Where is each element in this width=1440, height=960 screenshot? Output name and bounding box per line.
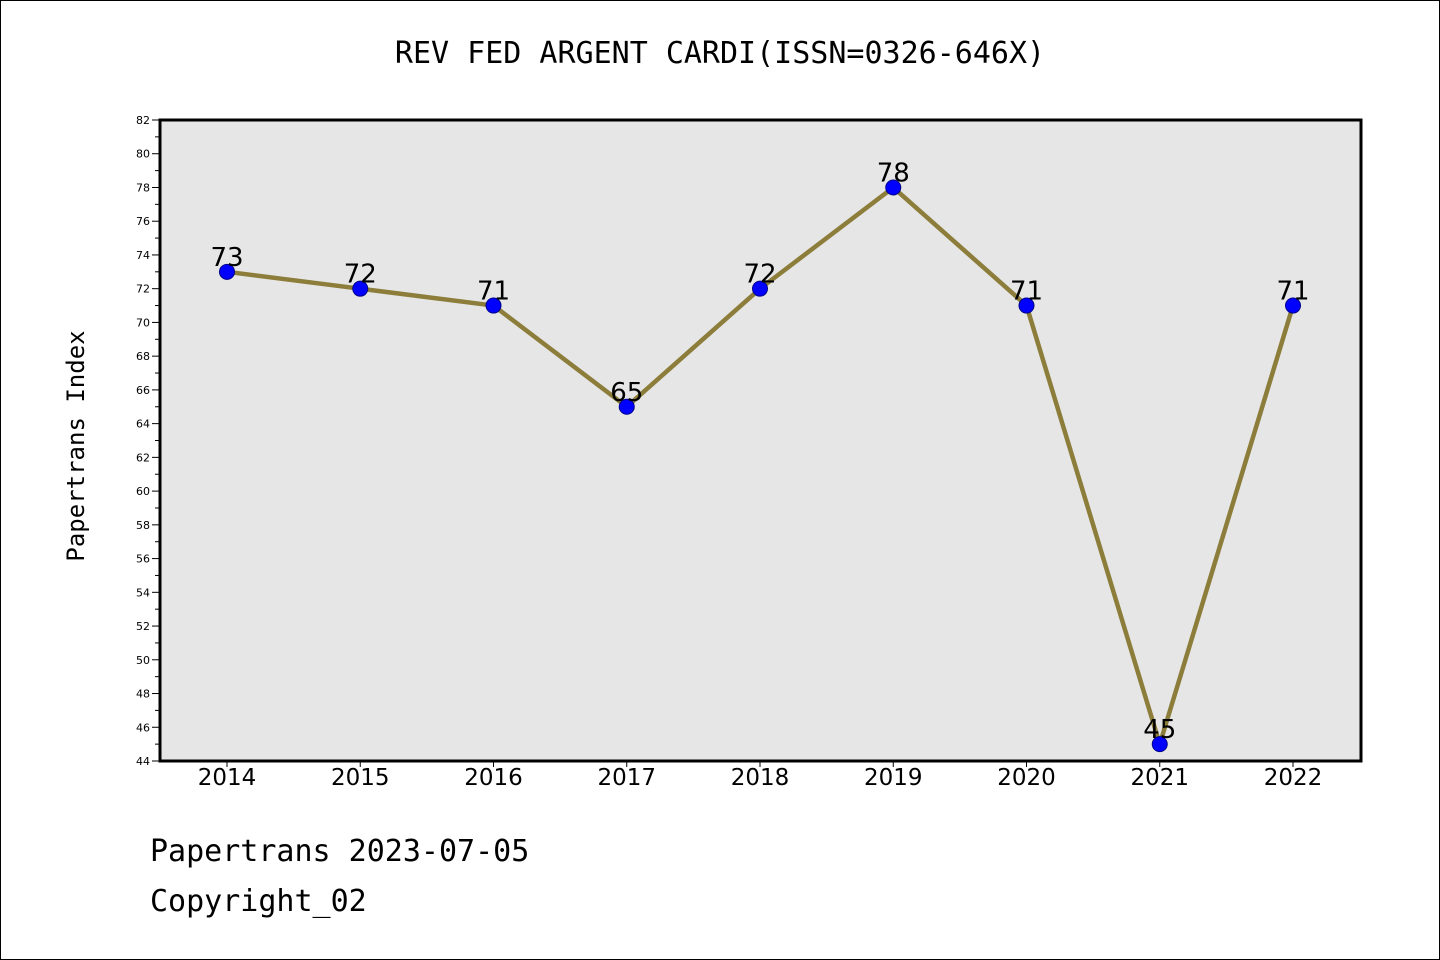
- x-tick-label: 2022: [1264, 765, 1323, 791]
- data-point: [885, 179, 902, 196]
- y-tick-label: 82: [136, 114, 150, 127]
- x-tick-label: 2016: [464, 765, 523, 791]
- data-point: [1151, 736, 1168, 753]
- chart-title: REV FED ARGENT CARDI(ISSN=0326-646X): [394, 36, 1046, 71]
- x-tick-label: 2014: [198, 765, 257, 791]
- x-tick-label: 2020: [997, 765, 1056, 791]
- x-tick-label: 2015: [331, 765, 390, 791]
- data-point: [618, 398, 635, 415]
- data-point: [1018, 297, 1035, 314]
- y-tick-label: 52: [136, 620, 150, 633]
- x-tick-label: 2021: [1130, 765, 1189, 791]
- data-point: [1285, 297, 1301, 314]
- data-point: [219, 263, 235, 280]
- data-point: [752, 280, 768, 297]
- y-tick-label: 78: [136, 181, 150, 194]
- y-tick-label: 68: [136, 350, 150, 363]
- y-tick-label: 72: [136, 283, 150, 296]
- y-tick-label: 66: [136, 384, 150, 397]
- footer-date: Papertrans 2023-07-05: [150, 834, 530, 869]
- data-label: 71: [1010, 277, 1043, 307]
- y-tick-label: 54: [136, 586, 150, 599]
- data-label: 72: [743, 260, 776, 290]
- data-label: 45: [1143, 715, 1176, 745]
- data-point: [485, 297, 502, 314]
- x-tick-label: 2017: [597, 765, 656, 791]
- plot-background: [160, 120, 1361, 761]
- plot-border: [158, 118, 1363, 763]
- y-tick-label: 74: [136, 249, 150, 262]
- x-tick-label: 2019: [864, 765, 923, 791]
- data-label: 65: [610, 378, 643, 408]
- data-label: 73: [210, 243, 243, 273]
- data-label: 71: [1276, 277, 1309, 307]
- y-tick-label: 44: [136, 755, 150, 768]
- y-tick-label: 62: [136, 451, 150, 464]
- y-tick-label: 70: [136, 316, 150, 329]
- y-tick-label: 56: [136, 553, 150, 566]
- data-label: 72: [344, 260, 377, 290]
- data-point: [352, 280, 369, 297]
- footer-copyright: Copyright_02: [150, 884, 367, 919]
- x-tick-label: 2018: [731, 765, 790, 791]
- y-tick-label: 64: [136, 418, 150, 431]
- data-label: 78: [877, 158, 910, 188]
- y-tick-label: 60: [136, 485, 150, 498]
- y-tick-label: 48: [136, 688, 150, 701]
- y-tick-label: 46: [136, 721, 150, 734]
- y-tick-label: 50: [136, 654, 150, 667]
- y-tick-label: 80: [136, 148, 150, 161]
- y-tick-label: 58: [136, 519, 150, 532]
- data-label: 71: [477, 277, 510, 307]
- y-tick-label: 76: [136, 215, 150, 228]
